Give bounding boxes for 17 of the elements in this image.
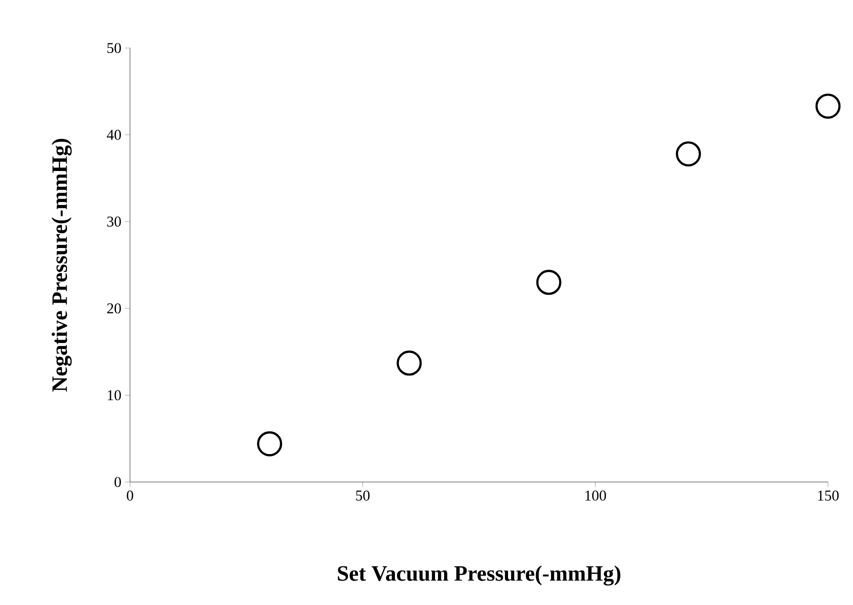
point — [676, 141, 701, 166]
x-tick-label: 150 — [818, 490, 839, 501]
y-tick-label: 10 — [108, 390, 121, 400]
point — [815, 94, 841, 119]
x-tick-label: 50 — [356, 490, 370, 501]
y-axis-title: Negative Pressure(-mmHg) — [52, 138, 72, 392]
y-tick-label: 40 — [106, 130, 121, 140]
point — [257, 431, 282, 456]
y-tick-label: 30 — [107, 216, 121, 227]
point — [536, 270, 562, 295]
point — [396, 350, 422, 376]
x-tick-label: 0 — [126, 490, 134, 501]
x-tick-label: 100 — [585, 490, 606, 501]
y-tick-label: 50 — [107, 42, 121, 54]
x-axis-title: Set Vacuum Pressure(-mmHg) — [338, 565, 620, 586]
y-tick-label: 20 — [107, 303, 121, 314]
y-tick-label: 0 — [114, 476, 121, 488]
